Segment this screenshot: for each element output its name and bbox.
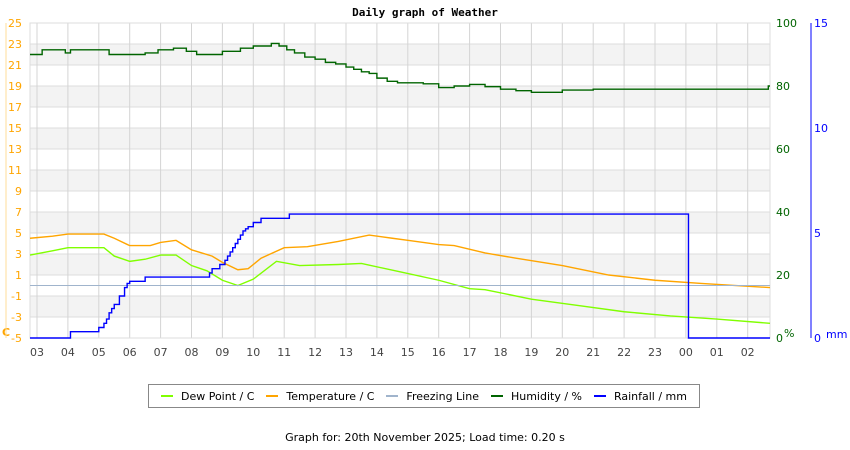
y-left-tick-label: -3 bbox=[11, 311, 22, 324]
legend-item: Humidity / % bbox=[490, 389, 582, 403]
y-left-tick-label: 25 bbox=[8, 17, 22, 30]
legend-label: Dew Point / C bbox=[180, 389, 255, 403]
y-humidity-tick-label: 80 bbox=[776, 80, 790, 93]
legend-swatch bbox=[386, 395, 399, 397]
x-tick-label: 21 bbox=[586, 346, 600, 359]
grid-band bbox=[30, 86, 770, 107]
y-rain-tick-label: 0 bbox=[814, 332, 821, 345]
legend-item: Rainfall / mm bbox=[593, 389, 687, 403]
x-tick-label: 19 bbox=[524, 346, 538, 359]
x-tick-label: 03 bbox=[30, 346, 44, 359]
y-left-tick-label: 23 bbox=[8, 38, 22, 51]
chart-title: Daily graph of Weather bbox=[352, 6, 498, 19]
y-left-tick-label: -1 bbox=[11, 290, 22, 303]
y-left-tick-label: 1 bbox=[15, 269, 22, 282]
legend-item: Dew Point / C bbox=[160, 389, 255, 403]
y-humidity-unit: % bbox=[784, 327, 794, 340]
x-tick-label: 04 bbox=[61, 346, 75, 359]
y-left-tick-label: 7 bbox=[15, 206, 22, 219]
legend-item: Freezing Line bbox=[386, 390, 479, 403]
grid-band bbox=[30, 128, 770, 149]
x-tick-label: 20 bbox=[555, 346, 569, 359]
series-line-temperature bbox=[29, 233, 771, 289]
x-tick-label: 10 bbox=[246, 346, 260, 359]
grid-band bbox=[30, 296, 770, 317]
series-line-humidity bbox=[30, 42, 770, 94]
y-rain-unit: mm bbox=[826, 328, 847, 341]
y-left-tick-label: 3 bbox=[15, 248, 22, 261]
x-tick-label: 12 bbox=[308, 346, 322, 359]
x-tick-label: 22 bbox=[617, 346, 631, 359]
legend-label: Humidity / % bbox=[510, 389, 582, 403]
weather-chart: Daily graph of Weather 25232119171513119… bbox=[2, 6, 847, 359]
y-left-tick-label: 5 bbox=[15, 227, 22, 240]
legend-label: Freezing Line bbox=[406, 389, 479, 403]
y-humidity-tick-label: 100 bbox=[776, 17, 797, 30]
footer-status: Graph for: 20th November 2025; Load time… bbox=[285, 431, 565, 444]
y-left-tick-label: 15 bbox=[8, 122, 22, 135]
y-rain-tick-label: 15 bbox=[814, 17, 828, 30]
x-tick-label: 18 bbox=[494, 346, 508, 359]
chart-legend: Dew Point / C Temperature / C Freezing Lin… bbox=[148, 384, 700, 408]
x-tick-label: 05 bbox=[92, 346, 106, 359]
x-tick-label: 07 bbox=[154, 346, 168, 359]
grid-band bbox=[30, 212, 770, 233]
grid-band bbox=[30, 170, 770, 191]
y-left-tick-label: 21 bbox=[8, 59, 22, 72]
y-left-tick-label: 17 bbox=[8, 101, 22, 114]
y-rain-tick-label: 5 bbox=[814, 227, 821, 240]
y-left-tick-label: 11 bbox=[8, 164, 22, 177]
y-humidity-tick-label: 0 bbox=[776, 332, 783, 345]
x-tick-label: 01 bbox=[710, 346, 724, 359]
series-line-rainfall bbox=[30, 213, 770, 339]
series-line-dew bbox=[29, 246, 771, 324]
y-left-tick-label: -5 bbox=[11, 332, 22, 345]
legend-swatch bbox=[490, 395, 503, 397]
legend-item: Temperature / C bbox=[266, 390, 374, 403]
legend-label: Rainfall / mm bbox=[613, 389, 687, 403]
y-rain-tick-label: 10 bbox=[814, 122, 828, 135]
legend-label: Temperature / C bbox=[286, 389, 375, 403]
x-tick-label: 06 bbox=[123, 346, 137, 359]
plot-frame bbox=[29, 22, 771, 339]
x-tick-label: 00 bbox=[679, 346, 693, 359]
x-tick-label: 16 bbox=[432, 346, 446, 359]
legend-swatch bbox=[160, 395, 173, 397]
legend-swatch bbox=[593, 395, 606, 397]
x-tick-label: 11 bbox=[277, 346, 291, 359]
x-tick-label: 17 bbox=[463, 346, 477, 359]
x-tick-label: 09 bbox=[215, 346, 229, 359]
x-tick-label: 02 bbox=[741, 346, 755, 359]
legend-swatch bbox=[266, 395, 279, 397]
y-humidity-tick-label: 60 bbox=[776, 143, 790, 156]
x-tick-label: 08 bbox=[185, 346, 199, 359]
y-left-tick-label: 9 bbox=[15, 185, 22, 198]
x-tick-label: 13 bbox=[339, 346, 353, 359]
y-left-tick-label: 13 bbox=[8, 143, 22, 156]
x-tick-label: 15 bbox=[401, 346, 415, 359]
x-tick-label: 23 bbox=[648, 346, 662, 359]
y-left-tick-label: 19 bbox=[8, 80, 22, 93]
x-tick-label: 14 bbox=[370, 346, 384, 359]
y-humidity-tick-label: 40 bbox=[776, 206, 790, 219]
y-humidity-tick-label: 20 bbox=[776, 269, 790, 282]
grid-band bbox=[30, 44, 770, 65]
